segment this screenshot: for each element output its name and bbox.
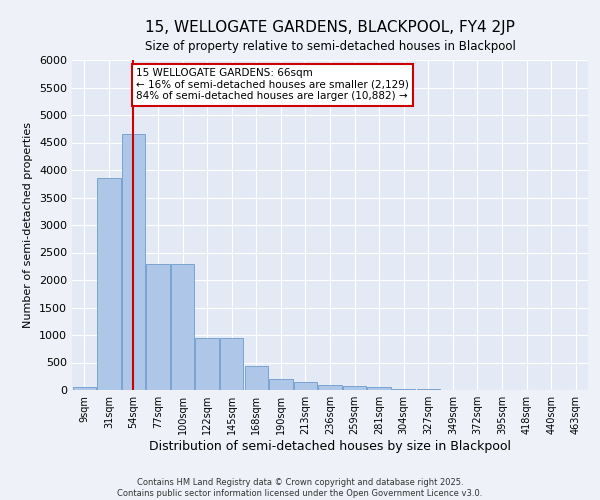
- Bar: [294, 382, 317, 390]
- Text: 15, WELLOGATE GARDENS, BLACKPOOL, FY4 2JP: 15, WELLOGATE GARDENS, BLACKPOOL, FY4 2J…: [145, 20, 515, 35]
- Bar: [171, 264, 194, 390]
- Y-axis label: Number of semi-detached properties: Number of semi-detached properties: [23, 122, 34, 328]
- X-axis label: Distribution of semi-detached houses by size in Blackpool: Distribution of semi-detached houses by …: [149, 440, 511, 453]
- Bar: [97, 178, 121, 390]
- Bar: [367, 387, 391, 390]
- Bar: [269, 379, 293, 390]
- Bar: [245, 366, 268, 390]
- Bar: [343, 386, 366, 390]
- Text: 15 WELLOGATE GARDENS: 66sqm
← 16% of semi-detached houses are smaller (2,129)
84: 15 WELLOGATE GARDENS: 66sqm ← 16% of sem…: [136, 68, 409, 102]
- Bar: [319, 385, 341, 390]
- Bar: [392, 389, 415, 390]
- Bar: [122, 134, 145, 390]
- Bar: [220, 338, 244, 390]
- Text: Size of property relative to semi-detached houses in Blackpool: Size of property relative to semi-detach…: [145, 40, 515, 53]
- Bar: [73, 387, 96, 390]
- Bar: [146, 264, 170, 390]
- Bar: [196, 338, 219, 390]
- Text: Contains HM Land Registry data © Crown copyright and database right 2025.
Contai: Contains HM Land Registry data © Crown c…: [118, 478, 482, 498]
